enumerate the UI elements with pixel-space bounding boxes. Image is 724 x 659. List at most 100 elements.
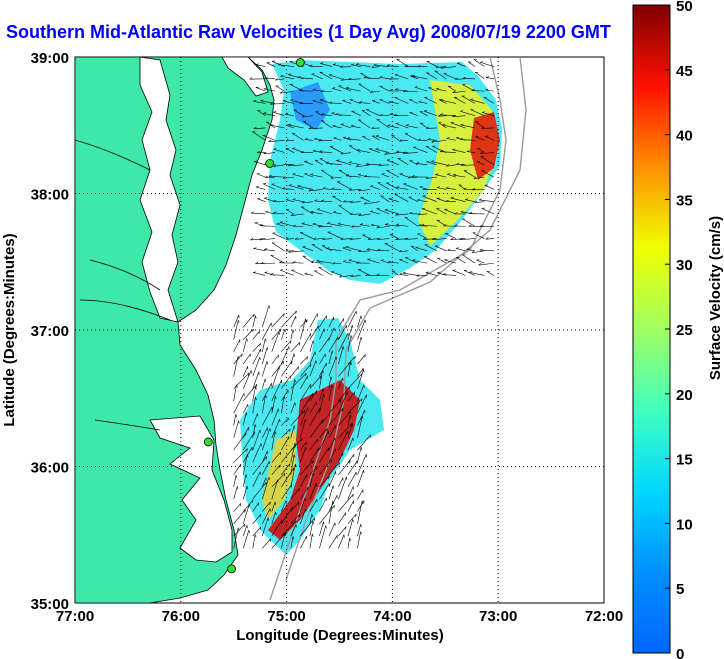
- velocity-arrow-head: [320, 62, 324, 64]
- velocity-arrow: [396, 224, 409, 227]
- velocity-arrow-head: [365, 162, 369, 165]
- velocity-arrow: [233, 414, 237, 426]
- velocity-arrow-head: [253, 160, 258, 162]
- velocity-arrow: [310, 174, 323, 178]
- velocity-arrow-head: [370, 90, 373, 93]
- velocity-arrow: [362, 136, 371, 141]
- velocity-arrow-head: [333, 137, 337, 139]
- velocity-arrow: [252, 330, 260, 340]
- velocity-arrow: [290, 463, 296, 488]
- velocity-arrow: [369, 148, 380, 153]
- velocity-arrow: [252, 348, 262, 365]
- velocity-arrow: [377, 182, 390, 190]
- velocity-arrow-head: [473, 176, 477, 179]
- velocity-arrow: [291, 132, 304, 141]
- velocity-arrow: [384, 243, 399, 252]
- velocity-arrow: [304, 173, 314, 178]
- velocity-arrow-head: [255, 384, 258, 388]
- velocity-arrow: [416, 163, 428, 166]
- velocity-arrow: [271, 61, 285, 67]
- velocity-arrow: [264, 197, 276, 202]
- velocity-arrow: [358, 189, 371, 192]
- velocity-arrow-head: [264, 197, 268, 199]
- velocity-arrow: [300, 383, 311, 402]
- velocity-arrow: [273, 111, 285, 116]
- velocity-arrow: [326, 223, 342, 227]
- velocity-arrow-head: [312, 88, 316, 91]
- velocity-arrow-head: [253, 100, 257, 102]
- velocity-arrow: [271, 366, 280, 389]
- velocity-arrow-head: [285, 198, 289, 201]
- velocity-arrow-head: [396, 150, 400, 153]
- velocity-arrow: [347, 460, 358, 475]
- velocity-arrow: [269, 124, 285, 129]
- velocity-arrow: [408, 196, 418, 202]
- velocity-arrow: [411, 245, 418, 252]
- velocity-arrow-head: [387, 124, 391, 126]
- velocity-arrow-head: [332, 262, 336, 265]
- velocity-arrow: [332, 125, 342, 129]
- velocity-arrow: [300, 363, 312, 377]
- velocity-arrow: [285, 199, 295, 202]
- velocity-arrow-head: [322, 237, 326, 240]
- velocity-arrow-head: [345, 86, 350, 89]
- velocity-arrow: [308, 127, 323, 130]
- velocity-arrow-head: [460, 210, 464, 213]
- velocity-arrow-head: [345, 245, 349, 248]
- velocity-arrow: [436, 198, 447, 202]
- velocity-arrow: [437, 272, 447, 276]
- velocity-arrow: [271, 511, 276, 524]
- velocity-arrow-head: [274, 431, 277, 435]
- velocity-arrow: [290, 379, 295, 402]
- velocity-arrow: [425, 146, 437, 153]
- velocity-arrow: [300, 487, 309, 500]
- velocity-arrow: [320, 169, 333, 178]
- velocity-arrow-head: [328, 413, 331, 417]
- velocity-arrow: [319, 71, 333, 80]
- velocity-arrow-head: [373, 63, 377, 66]
- velocity-arrow-head: [252, 499, 254, 503]
- velocity-arrow: [304, 161, 314, 166]
- velocity-arrow: [358, 119, 371, 129]
- velocity-arrow: [312, 150, 323, 153]
- velocity-arrow: [363, 77, 380, 80]
- velocity-arrow: [242, 427, 249, 438]
- velocity-arrow: [233, 509, 246, 525]
- velocity-arrow: [262, 407, 273, 426]
- velocity-arrow-head: [273, 111, 277, 113]
- velocity-arrow: [347, 454, 355, 463]
- velocity-arrow-head: [427, 138, 431, 140]
- velocity-arrow: [281, 463, 291, 475]
- y-tick-label: 35:00: [31, 596, 69, 613]
- velocity-arrow-head: [283, 313, 285, 317]
- velocity-arrow: [466, 249, 475, 252]
- velocity-arrow-head: [418, 100, 422, 103]
- velocity-arrow-head: [378, 163, 382, 166]
- velocity-arrow: [268, 176, 285, 178]
- velocity-arrow: [242, 503, 250, 524]
- colorbar: [632, 4, 671, 654]
- velocity-arrow: [439, 114, 456, 116]
- velocity-arrow: [275, 78, 285, 81]
- velocity-arrow-head: [241, 353, 243, 357]
- velocity-arrow: [271, 431, 276, 451]
- velocity-arrow-head: [407, 176, 411, 179]
- velocity-arrow: [300, 333, 311, 352]
- velocity-arrow-head: [279, 451, 282, 455]
- velocity-arrow-head: [249, 77, 253, 80]
- velocity-arrow-head: [236, 384, 238, 388]
- velocity-arrow: [270, 274, 285, 276]
- velocity-arrow-head: [376, 273, 380, 276]
- velocity-arrow-head: [309, 64, 313, 67]
- velocity-arrow: [379, 99, 390, 104]
- velocity-arrow-head: [316, 259, 320, 262]
- velocity-arrow: [261, 347, 268, 365]
- velocity-arrow: [285, 148, 295, 153]
- velocity-arrow-head: [321, 113, 325, 115]
- velocity-arrow: [425, 272, 437, 276]
- velocity-arrow-head: [319, 98, 324, 101]
- velocity-arrow: [347, 437, 354, 451]
- velocity-arrow-head: [254, 424, 257, 428]
- velocity-arrow: [288, 164, 304, 167]
- velocity-arrow: [233, 420, 239, 438]
